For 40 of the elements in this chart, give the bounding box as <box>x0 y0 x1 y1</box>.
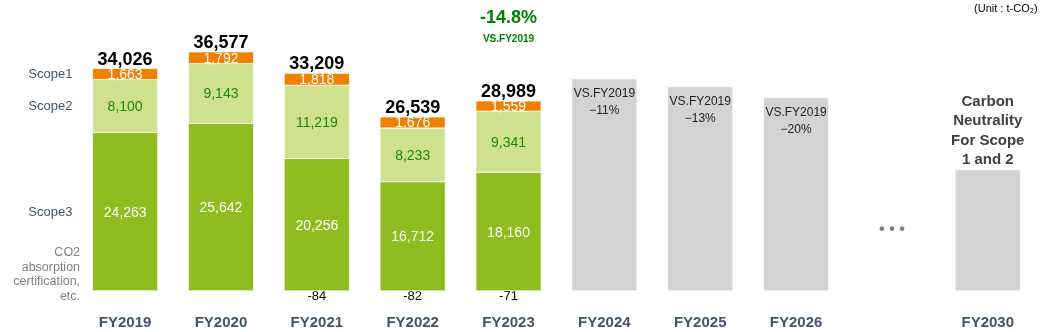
text: (Unit : t-CO₂) <box>974 2 1038 15</box>
total-label: 28,989 <box>480 81 537 102</box>
x-tick-label: FY2019 <box>98 312 152 330</box>
data-label: 9,341 <box>491 133 527 150</box>
x-tick-label: FY2020 <box>194 312 248 330</box>
data-label: -84 <box>307 288 327 304</box>
annotation: Carbon Neutrality For Scope 1 and 2 <box>951 91 1025 168</box>
x-tick-label: FY2022 <box>386 312 439 330</box>
x-tick-label: FY2023 <box>482 312 535 330</box>
data-label: 18,160 <box>487 223 531 240</box>
x-tick-label: FY2021 <box>290 312 344 330</box>
data-label: 25,642 <box>199 199 243 216</box>
data-label: 16,712 <box>391 228 435 245</box>
data-label: 11,219 <box>295 113 338 130</box>
series-label: Scope2 <box>28 98 73 114</box>
text: VS.FY2019 <box>482 33 535 45</box>
x-tick-label: FY2025 <box>673 312 727 330</box>
data-label: 24,263 <box>103 203 147 220</box>
series-label: Scope3 <box>28 204 73 220</box>
data-label: 8,100 <box>107 97 143 114</box>
data-label: 9,143 <box>203 85 239 102</box>
text: CO2 absorption certification, etc. <box>13 244 81 303</box>
x-tick-label: FY2024 <box>578 312 632 330</box>
total-label: 33,209 <box>289 53 345 74</box>
text: -14.8% <box>480 7 538 28</box>
annotation: VS.FY2019 −13% <box>669 93 732 125</box>
x-tick-label: FY2030 <box>961 312 1015 330</box>
data-label: -82 <box>403 288 423 304</box>
data-label: -71 <box>499 288 518 304</box>
annotation: • • • <box>879 220 906 238</box>
total-label: 36,577 <box>193 31 249 52</box>
x-tick-label: FY2026 <box>769 312 823 330</box>
annotation: VS.FY2019 −20% <box>765 104 828 136</box>
total-label: 34,026 <box>97 48 153 69</box>
data-label: 8,233 <box>395 146 431 163</box>
data-label: 1,818 <box>299 71 335 88</box>
data-label: 20,256 <box>295 216 339 233</box>
series-label: Scope1 <box>28 66 73 82</box>
annotation: VS.FY2019 −11% <box>573 86 636 117</box>
total-label: 26,539 <box>385 97 441 118</box>
